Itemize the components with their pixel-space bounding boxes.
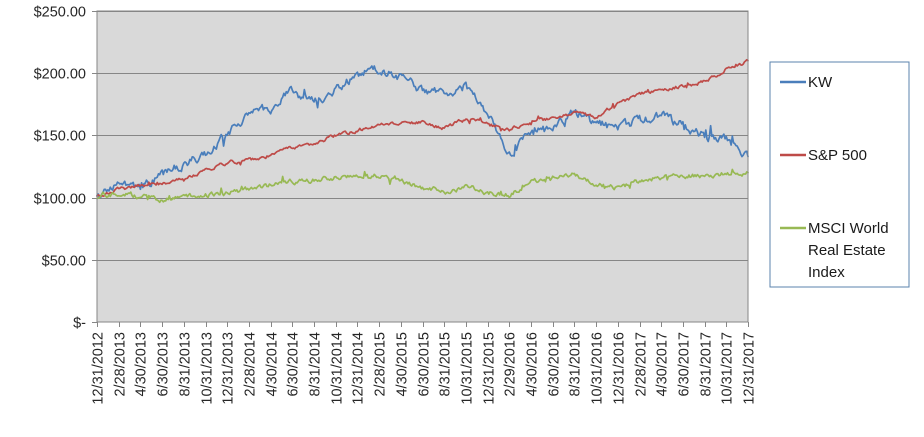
plot-area-border xyxy=(96,10,749,323)
legend-label-sp500: S&P 500 xyxy=(808,147,867,164)
series-line-s-p-500 xyxy=(96,58,749,198)
y-tick-marks-group xyxy=(92,11,97,323)
x-axis-tick-label: 4/30/2014 xyxy=(265,332,281,397)
x-axis-tick-label: 6/30/2016 xyxy=(547,332,563,397)
x-axis-tick-label: 2/28/2014 xyxy=(243,332,259,397)
y-axis-tick-label: $250.00 xyxy=(34,5,86,21)
x-axis-tick-label: 2/29/2016 xyxy=(503,332,519,397)
x-axis-tick-label: 2/28/2015 xyxy=(373,332,389,397)
x-axis-tick-label: 6/30/2015 xyxy=(417,332,433,397)
x-axis-tick-label: 8/31/2013 xyxy=(178,332,194,397)
x-tick-marks-group xyxy=(97,322,749,327)
y-axis-tick-label: $150.00 xyxy=(34,129,86,145)
x-axis-tick-label: 6/30/2014 xyxy=(286,332,302,397)
x-axis-tick-label: 12/31/2013 xyxy=(221,332,237,405)
y-axis-labels-group: $- $50.00 $100.00 $150.00 $200.00 $250.00 xyxy=(34,5,87,332)
x-axis-tick-label: 12/31/2014 xyxy=(351,332,367,405)
legend: KW S&P 500 MSCI World Real Estate Index xyxy=(769,61,910,288)
x-axis-tick-label: 6/30/2013 xyxy=(156,332,172,397)
y-axis-tick-label: $100.00 xyxy=(34,192,86,208)
x-axis-tick-label: 10/31/2013 xyxy=(200,332,216,405)
x-axis-tick-label: 6/30/2017 xyxy=(677,332,693,397)
series-lines-group xyxy=(96,58,749,204)
x-axis-tick-label: 4/30/2016 xyxy=(525,332,541,397)
x-axis-tick-label: 12/31/2016 xyxy=(612,332,628,405)
x-axis-labels-group: 12/31/2012 2/28/2013 4/30/2013 6/30/2013 8/3… xyxy=(91,332,758,405)
x-axis-tick-label: 10/31/2016 xyxy=(590,332,606,405)
x-axis-tick-label: 4/30/2013 xyxy=(134,332,150,397)
series-line-msci-world-real-estate-index xyxy=(96,168,749,204)
x-axis-tick-label: 4/30/2015 xyxy=(395,332,411,397)
legend-label-msci-line2: Real Estate xyxy=(808,242,886,259)
gridlines-group xyxy=(97,11,748,261)
x-axis-tick-label: 12/31/2012 xyxy=(91,332,107,405)
x-axis-tick-label: 10/31/2015 xyxy=(460,332,476,405)
x-axis-tick-label: 12/31/2015 xyxy=(482,332,498,405)
x-axis-tick-label: 8/31/2017 xyxy=(699,332,715,397)
x-axis-tick-label: 8/31/2016 xyxy=(568,332,584,397)
x-axis-tick-label: 2/28/2013 xyxy=(113,332,129,397)
x-axis-tick-label: 2/28/2017 xyxy=(634,332,650,397)
y-axis-tick-label: $50.00 xyxy=(42,254,86,270)
series-line-kw xyxy=(96,65,749,199)
legend-border-box xyxy=(769,61,910,288)
y-axis-tick-label: $200.00 xyxy=(34,67,86,83)
legend-label-msci-line1: MSCI World xyxy=(808,220,889,237)
legend-label-kw: KW xyxy=(808,74,833,91)
x-axis-tick-label: 4/30/2017 xyxy=(655,332,671,397)
x-axis-tick-label: 12/31/2017 xyxy=(742,332,758,405)
legend-label-msci-line3: Index xyxy=(808,264,845,281)
x-axis-tick-label: 8/31/2014 xyxy=(308,332,324,397)
x-axis-tick-label: 10/31/2017 xyxy=(720,332,736,405)
y-axis-tick-label: $- xyxy=(73,316,86,332)
plot-area-background xyxy=(97,11,748,322)
x-axis-tick-label: 10/31/2014 xyxy=(330,332,346,405)
x-axis-tick-label: 8/31/2015 xyxy=(438,332,454,397)
